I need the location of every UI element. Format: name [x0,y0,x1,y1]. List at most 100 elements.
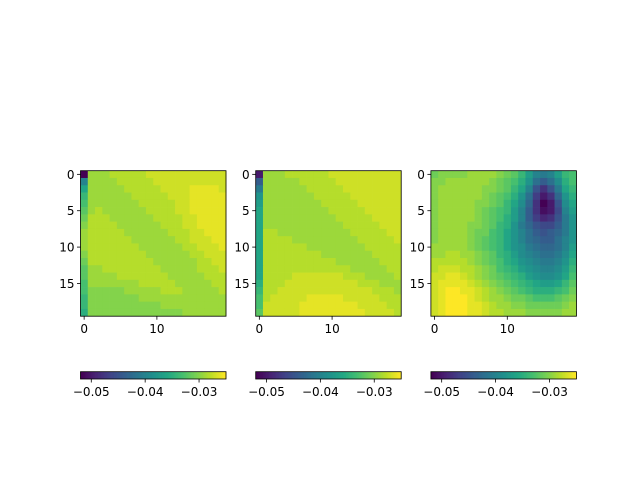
heatmap-cell [547,236,555,244]
heatmap-cell [284,243,293,252]
heatmap-cell [109,170,118,179]
heatmap-cell [145,287,154,295]
colorbar-tick-label: −0.05 [248,385,285,399]
heatmap-cell [561,228,570,237]
heatmap-cell [525,236,534,244]
heatmap-cell [153,207,161,215]
colorbar-segment [534,371,537,379]
heatmap-cell [393,279,402,288]
heatmap-cell [474,294,483,302]
heatmap-cell [510,279,519,288]
heatmap-cell [102,236,110,244]
heatmap-cell [532,207,541,215]
heatmap-cell [277,301,286,310]
heatmap-cell [335,308,344,317]
heatmap-cell [196,287,205,295]
heatmap-cell [445,199,454,208]
colorbar-segment [176,371,179,379]
heatmap-cell [255,279,264,288]
heatmap-cell [489,258,497,266]
heatmap-cell [561,207,570,215]
heatmap-cell [328,177,337,186]
colorbar-segment [211,371,214,379]
heatmap-cell [554,199,563,208]
heatmap-cell [561,294,570,302]
heatmap-cell [189,170,198,179]
heatmap-cell [540,258,548,266]
heatmap-cell [518,301,526,310]
heatmap-cell [503,228,512,237]
colorbar-segment [399,371,402,379]
colorbar-segment [312,371,315,379]
colorbar-segment [97,371,100,379]
heatmap-cell [481,272,490,281]
colorbar-segment [257,371,260,379]
heatmap-cell [357,294,366,302]
colorbar-segment [542,371,545,379]
heatmap-cell [350,177,358,186]
heatmap-cell [364,228,373,237]
heatmap-cell [153,265,161,273]
heatmap-cell [554,294,563,302]
colorbar-segment [353,371,356,379]
heatmap-cell [540,250,548,259]
heatmap-cell [561,192,570,201]
heatmap-cell [328,214,337,222]
heatmap-cell [460,221,468,230]
heatmap-cell [364,265,373,273]
heatmap-cell [547,177,555,186]
colorbar-segment [328,371,331,379]
heatmap-cell [496,294,504,302]
colorbar-tick-label: −0.05 [73,385,110,399]
colorbar-segment [131,371,134,379]
heatmap-cell [196,250,205,259]
heatmap-cell [299,287,307,295]
heatmap-cell [196,236,205,244]
heatmap-cell [211,177,220,186]
colorbar-segment [148,371,151,379]
colorbar-segment [503,371,506,379]
heatmap-cell [189,236,198,244]
heatmap-cell [145,228,154,237]
heatmap-cell [386,279,395,288]
heatmap-cell [211,287,220,295]
heatmap-cell [547,294,555,302]
colorbar-segment [363,371,366,379]
heatmap-cell [547,185,555,193]
heatmap-cell [467,265,475,273]
heatmap-cell [335,287,344,295]
heatmap-cell [364,279,373,288]
heatmap-cell [474,308,483,317]
heatmap-cell [460,301,468,310]
heatmap-cell [131,265,140,273]
heatmap-cell [95,258,103,266]
heatmap-cell [532,192,541,201]
heatmap-cell [145,185,154,193]
heatmap-cell [124,243,132,252]
heatmap-cell [109,199,118,208]
heatmap-cell [145,207,154,215]
colorbar-segment [465,371,468,379]
heatmap-cell [343,228,351,237]
colorbar-segment [524,371,526,379]
colorbar-segment [567,371,570,379]
colorbar-segment [193,371,196,379]
heatmap-cell [569,177,577,186]
heatmap-cell [386,214,395,222]
y-tick-label: 5 [417,204,425,218]
heatmap-cell [175,177,183,186]
heatmap-cell [80,301,89,310]
heatmap-cell [189,308,198,317]
heatmap-cell [124,228,132,237]
colorbar-segment [159,371,161,379]
heatmap-cell [335,250,344,259]
heatmap-cell [554,287,563,295]
heatmap-cell [474,170,483,179]
colorbar-segment [531,371,534,379]
heatmap-cell [175,279,183,288]
heatmap-cell [467,294,475,302]
heatmap-cell [87,308,96,317]
colorbar-segment [335,371,338,379]
colorbar-segment [380,371,383,379]
heatmap-cell [438,301,446,310]
